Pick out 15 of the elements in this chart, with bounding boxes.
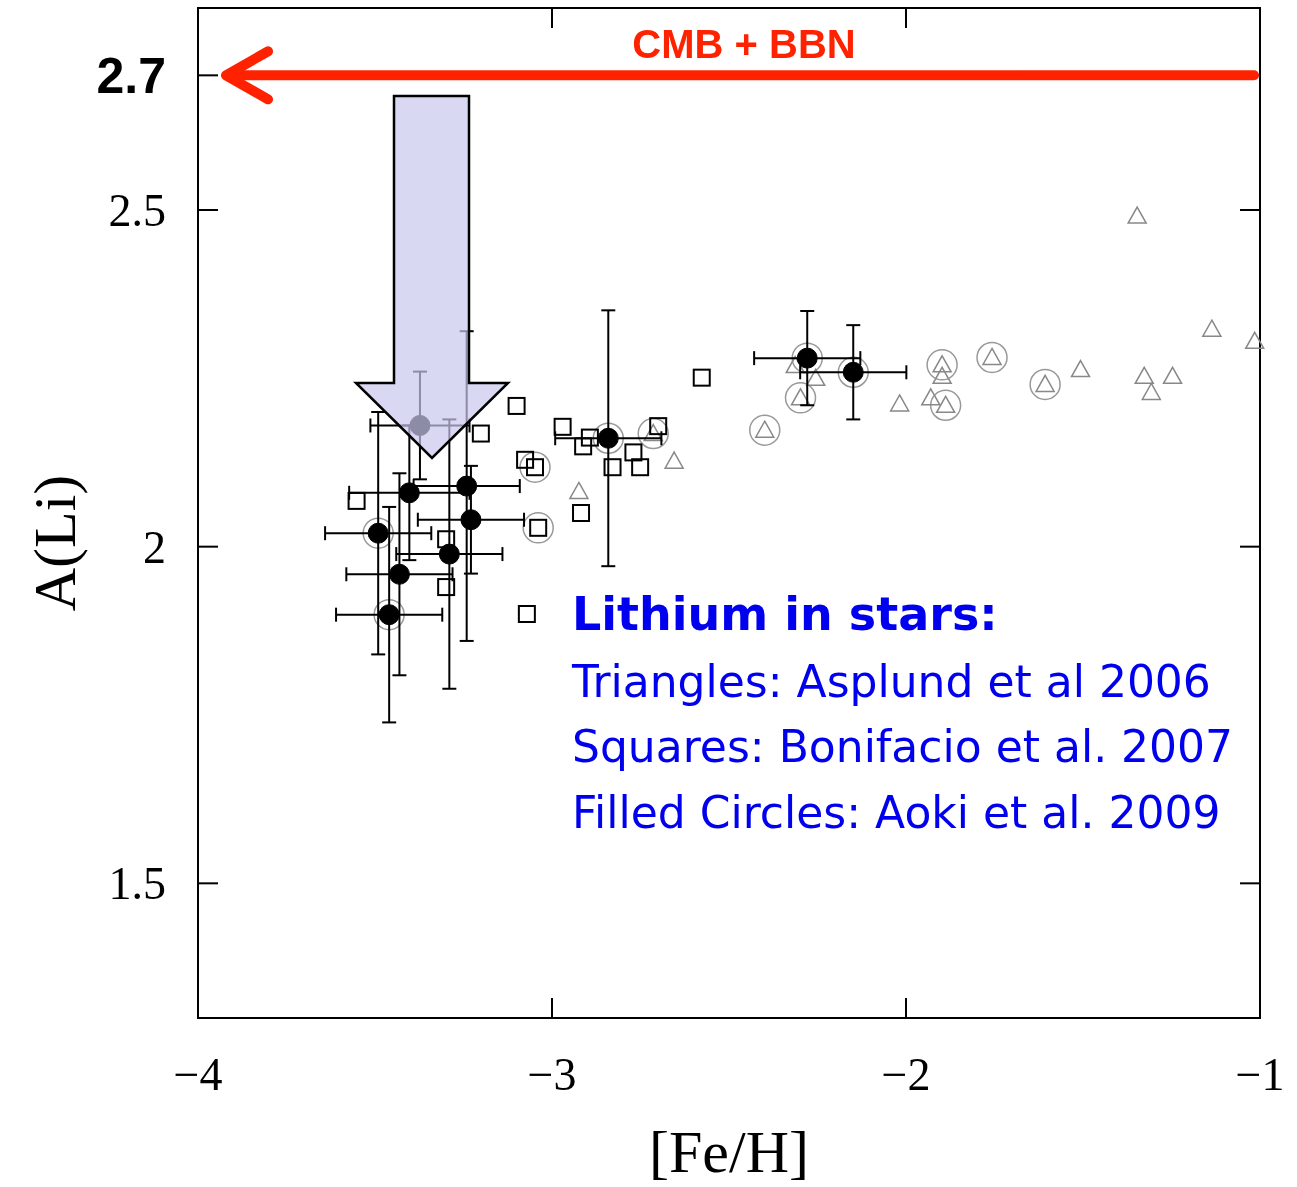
y-tick-label: 2 bbox=[143, 521, 166, 573]
y-tick-label: 2.5 bbox=[108, 185, 166, 237]
annotation: Triangles: Asplund et al 2006 bbox=[571, 656, 1211, 707]
annotation: Filled Circles: Aoki et al. 2009 bbox=[572, 787, 1221, 838]
y-axis-title: A(Li) bbox=[22, 474, 88, 612]
x-tick-label: −4 bbox=[173, 1049, 223, 1100]
y-tick-label: 2.7 bbox=[96, 47, 166, 104]
x-tick-label: −3 bbox=[527, 1049, 577, 1100]
annotation: Lithium in stars: bbox=[572, 587, 998, 641]
x-axis-title: [Fe/H] bbox=[649, 1119, 809, 1185]
y-tick-label: 1.5 bbox=[108, 858, 166, 910]
annotation: Squares: Bonifacio et al. 2007 bbox=[572, 721, 1234, 772]
x-tick-label: −2 bbox=[881, 1049, 931, 1100]
x-tick-label: −1 bbox=[1235, 1049, 1285, 1100]
ref-line-label: CMB + BBN bbox=[632, 22, 856, 67]
